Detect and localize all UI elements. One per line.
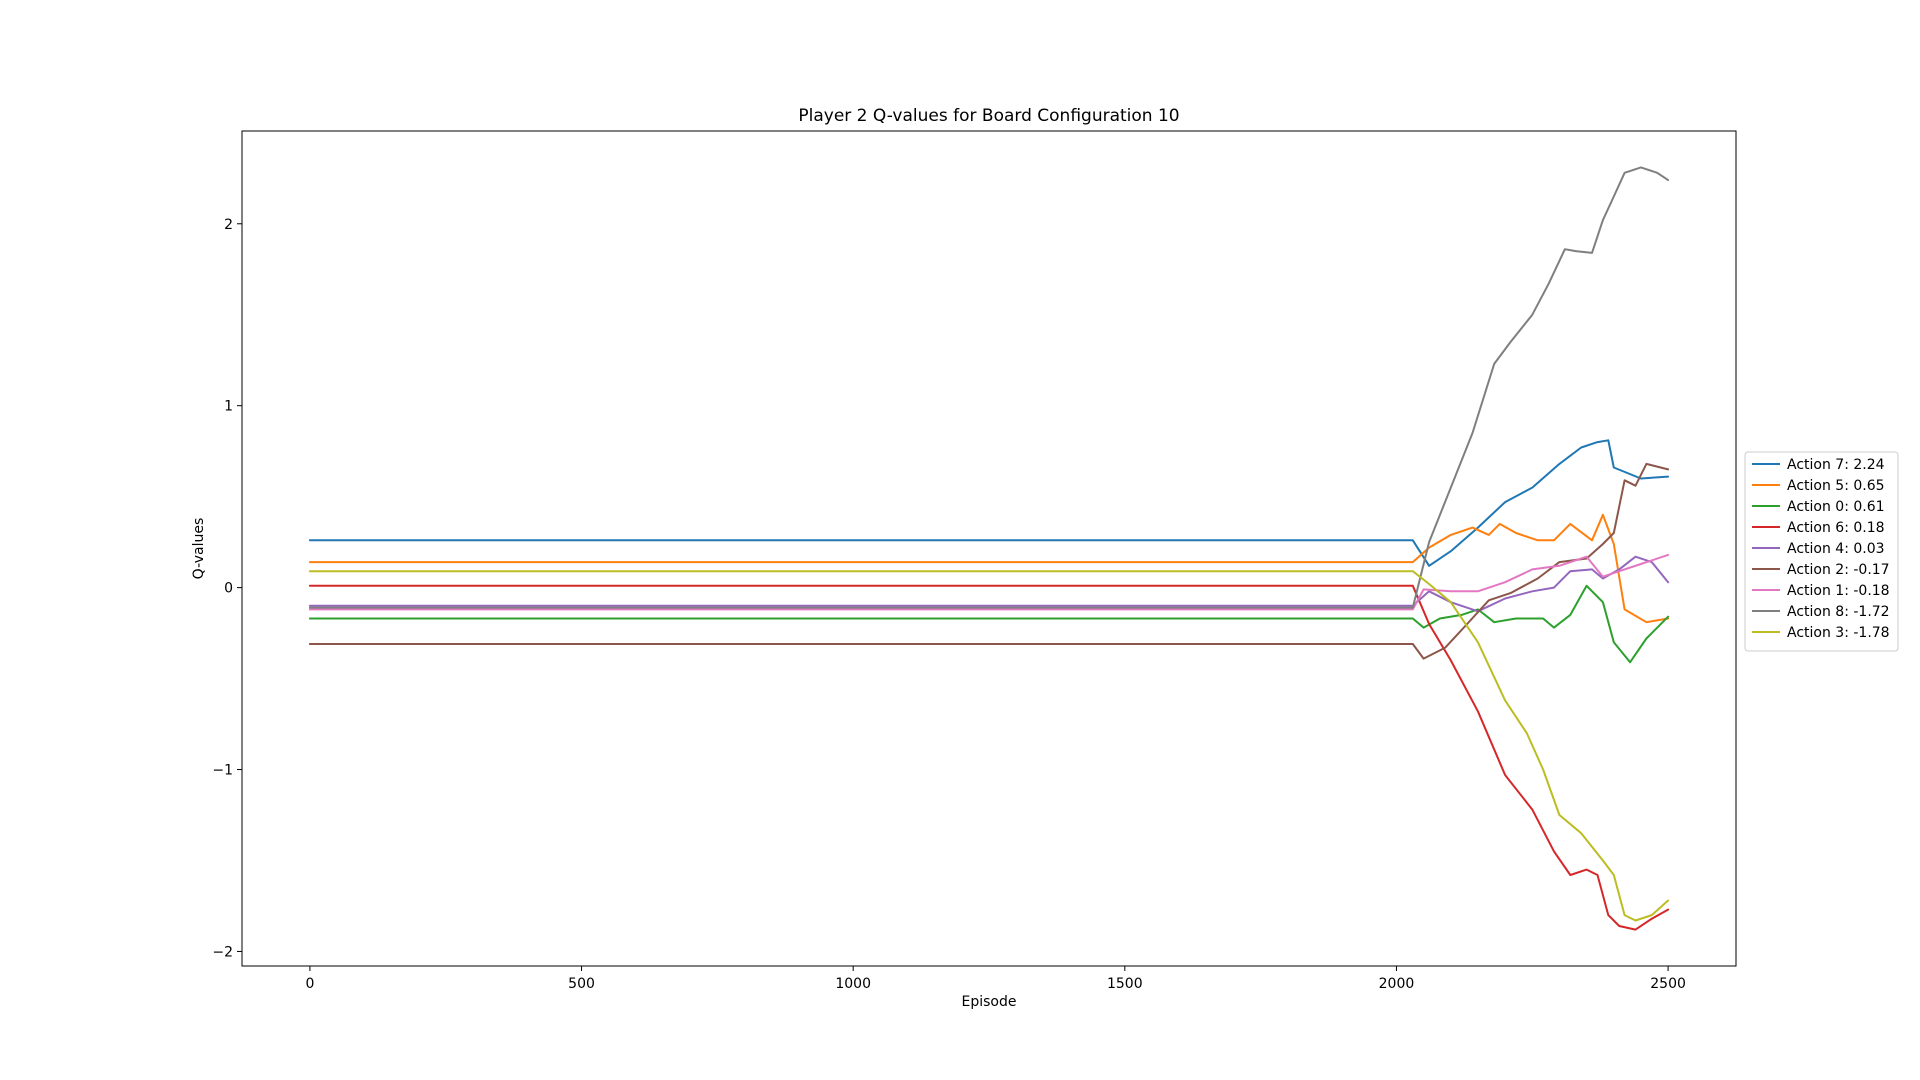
y-tick-label: −2: [212, 944, 233, 960]
series-line-1: [308, 513, 1670, 624]
y-tick-label: −1: [212, 763, 233, 779]
legend-entry-7: Action 8: -1.72: [1787, 604, 1890, 620]
legend-entry-5: Action 2: -0.17: [1787, 562, 1890, 578]
legend-box: [1744, 451, 1899, 652]
x-tick-label: 0: [305, 976, 314, 992]
y-axis-label: Q-values: [191, 518, 207, 580]
y-tick-label: 2: [224, 217, 233, 233]
legend-entry-3: Action 6: 0.18: [1787, 520, 1885, 536]
legend-entry-1: Action 5: 0.65: [1787, 478, 1885, 494]
x-tick-label: 500: [568, 976, 595, 992]
x-tick-label: 1500: [1107, 976, 1143, 992]
series-line-4: [308, 555, 1670, 613]
x-tick-label: 2000: [1379, 976, 1415, 992]
legend-entry-2: Action 0: 0.61: [1787, 499, 1885, 515]
y-tick-label: 1: [224, 399, 233, 415]
series-line-2: [308, 584, 1670, 664]
legend-entry-8: Action 3: -1.78: [1787, 625, 1890, 641]
series-line-8: [308, 570, 1670, 922]
x-tick-label: 1000: [835, 976, 871, 992]
series-line-6: [308, 553, 1670, 611]
x-axis: 0 500 1000 1500 2000 2500: [305, 966, 1686, 992]
series-line-7: [308, 166, 1670, 609]
legend: Action 7: 2.24 Action 5: 0.65 Action 0: 0.…: [1744, 451, 1899, 652]
x-tick-label: 2500: [1650, 976, 1686, 992]
series-line-5: [308, 462, 1670, 660]
legend-entry-0: Action 7: 2.24: [1787, 457, 1885, 473]
chart-title: Player 2 Q-values for Board Configuratio…: [798, 106, 1179, 126]
plot-frame: [241, 130, 1737, 967]
series-line-0: [308, 439, 1670, 567]
plot-lines: [308, 166, 1670, 931]
series-line-3: [308, 584, 1670, 931]
legend-entry-6: Action 1: -0.18: [1787, 583, 1890, 599]
y-tick-label: 0: [224, 581, 233, 597]
x-axis-label: Episode: [962, 994, 1017, 1010]
y-axis: −2 −1 0 1 2: [212, 217, 242, 960]
legend-entry-4: Action 4: 0.03: [1787, 541, 1885, 557]
